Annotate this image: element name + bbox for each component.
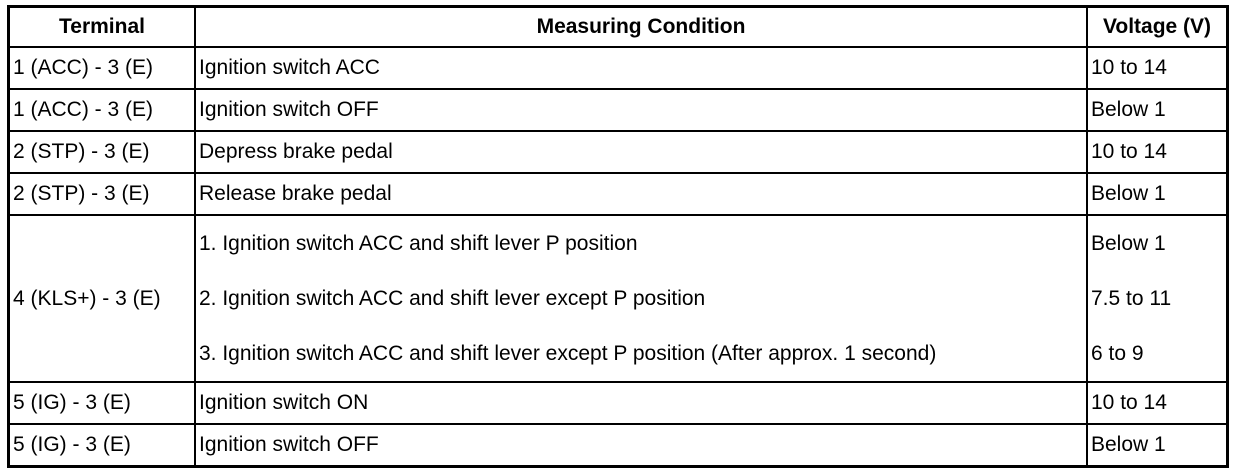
voltage-cell: Below 1 7.5 to 11 6 to 9 — [1086, 214, 1229, 383]
terminal-cell: 5 (IG) - 3 (E) — [7, 423, 196, 468]
voltage-line: Below 1 — [1091, 232, 1166, 255]
condition-cell: Ignition switch OFF — [194, 88, 1088, 132]
condition-cell: Ignition switch OFF — [194, 423, 1088, 468]
voltage-cell: Below 1 — [1086, 172, 1229, 216]
table-row: 2 (STP) - 3 (E) Depress brake pedal 10 to … — [7, 130, 1229, 174]
header-cell: Measuring Condition — [194, 5, 1088, 48]
condition-cell: Release brake pedal — [194, 172, 1088, 216]
condition-cell: Ignition switch ON — [194, 381, 1088, 425]
terminal-cell: 2 (STP) - 3 (E) — [7, 172, 196, 216]
condition-line: 1. Ignition switch ACC and shift lever P… — [199, 232, 638, 255]
condition-cell: Depress brake pedal — [194, 130, 1088, 174]
terminal-cell: 4 (KLS+) - 3 (E) — [7, 214, 196, 383]
table-row: 1 (ACC) - 3 (E) Ignition switch OFF Below … — [7, 88, 1229, 132]
voltage-table: Terminal Measuring Condition Voltage (V)… — [7, 5, 1229, 468]
terminal-cell: 1 (ACC) - 3 (E) — [7, 88, 196, 132]
table-body: 1 (ACC) - 3 (E) Ignition switch ACC 10 to … — [7, 46, 1229, 468]
terminal-cell: 2 (STP) - 3 (E) — [7, 130, 196, 174]
voltage-cell: Below 1 — [1086, 88, 1229, 132]
header-row: Terminal Measuring Condition Voltage (V) — [7, 5, 1229, 48]
condition-line: 2. Ignition switch ACC and shift lever e… — [199, 287, 706, 310]
header-cell: Terminal — [7, 5, 196, 48]
voltage-line: 6 to 9 — [1091, 342, 1144, 365]
terminal-cell: 1 (ACC) - 3 (E) — [7, 46, 196, 90]
table-row: 5 (IG) - 3 (E) Ignition switch ON 10 to 14 — [7, 381, 1229, 425]
condition-cell: Ignition switch ACC — [194, 46, 1088, 90]
voltage-cell: 10 to 14 — [1086, 46, 1229, 90]
terminal-cell: 5 (IG) - 3 (E) — [7, 381, 196, 425]
table-row: 5 (IG) - 3 (E) Ignition switch OFF Below 1 — [7, 423, 1229, 468]
voltage-line: 7.5 to 11 — [1091, 287, 1172, 310]
voltage-cell: 10 to 14 — [1086, 130, 1229, 174]
voltage-cell: 10 to 14 — [1086, 381, 1229, 425]
condition-cell: 1. Ignition switch ACC and shift lever P… — [194, 214, 1088, 383]
table-row: 2 (STP) - 3 (E) Release brake pedal Below … — [7, 172, 1229, 216]
voltage-cell: Below 1 — [1086, 423, 1229, 468]
header-cell: Voltage (V) — [1086, 5, 1229, 48]
table-row: 4 (KLS+) - 3 (E) 1. Ignition switch ACC a… — [7, 214, 1229, 383]
table-row: 1 (ACC) - 3 (E) Ignition switch ACC 10 to … — [7, 46, 1229, 90]
condition-line: 3. Ignition switch ACC and shift lever e… — [199, 342, 937, 365]
